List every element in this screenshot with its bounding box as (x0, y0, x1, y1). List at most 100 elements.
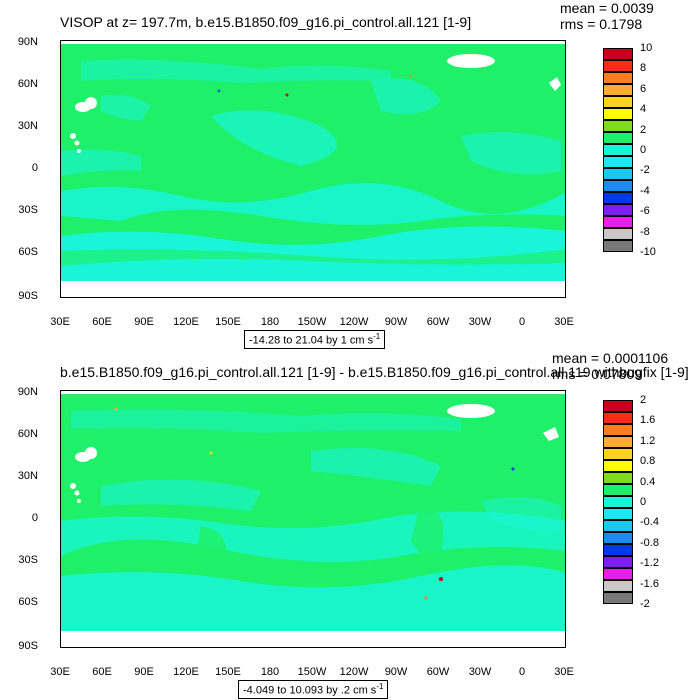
lat-label: 30N (17, 120, 38, 132)
colorbar-label: 6 (640, 82, 647, 95)
bottom-map-panel: b.e15.B1850.f09_g16.pi_control.all.121 [… (0, 350, 700, 700)
colorbar-label: 0 (640, 144, 647, 156)
colorbar-swatch (603, 424, 633, 436)
lon-label: 120E (173, 316, 199, 328)
top-range-label: -14.28 to 21.04 by 1 cm s-1 (244, 330, 386, 349)
lat-label: 60N (17, 78, 38, 90)
colorbar-swatch (603, 472, 633, 484)
colorbar-label: 2 (640, 123, 647, 136)
lon-label: 90W (384, 316, 408, 328)
lon-label: 60W (426, 666, 450, 678)
lat-label: 60S (18, 596, 38, 608)
colorbar-label: -1.6 (640, 577, 659, 590)
lon-label: 180 (260, 666, 280, 678)
lon-label: 0 (518, 316, 526, 328)
range-unit-exponent: -1 (376, 682, 384, 691)
colorbar-swatch (603, 556, 633, 568)
lon-label: 150E (215, 316, 241, 328)
colorbar-label: 0.8 (640, 455, 656, 468)
colorbar-swatch (603, 216, 633, 228)
colorbar-swatch (603, 132, 633, 144)
lon-label: 30W (468, 666, 492, 678)
lon-label: 90E (134, 316, 154, 328)
colorbar-label: -0.4 (640, 516, 659, 529)
lon-label: 30E (50, 666, 70, 678)
colorbar-swatch (603, 592, 633, 604)
colorbar-swatch (603, 520, 633, 532)
top-map-field (61, 41, 565, 297)
colorbar-swatch (603, 204, 633, 216)
lon-label: 180 (260, 316, 280, 328)
colorbar-swatch (603, 48, 633, 60)
top-rms-stat: rms = 0.1798 (560, 16, 643, 32)
lat-label: 60S (18, 246, 38, 258)
lon-label: 90E (134, 666, 154, 678)
colorbar-label: -1.2 (640, 557, 659, 570)
colorbar-swatch (603, 532, 633, 544)
range-unit-exponent: -1 (373, 332, 381, 341)
lat-label: 90N (17, 386, 38, 398)
colorbar-swatch (603, 180, 633, 192)
colorbar-swatch (603, 508, 633, 520)
colorbar-label: 4 (640, 103, 647, 116)
colorbar-swatch (603, 496, 633, 508)
colorbar-swatch (603, 60, 633, 72)
top-mean-stat: mean = 0.0039 (560, 0, 654, 16)
top-map-panel: VISOP at z= 197.7m, b.e15.B1850.f09_g16.… (17, 0, 656, 349)
colorbar-label: 10 (640, 42, 653, 54)
colorbar-swatch (603, 400, 633, 412)
bottom-map-title: b.e15.B1850.f09_g16.pi_control.all.121 [… (60, 364, 689, 380)
lat-label: 0 (31, 512, 38, 524)
lon-label: 30E (554, 316, 574, 328)
colorbar-label: 0 (640, 496, 647, 508)
bottom-map-plot (60, 390, 566, 648)
lat-label: 30S (18, 204, 38, 216)
colorbar-swatch (603, 108, 633, 120)
lon-label: 0 (518, 666, 526, 678)
range-text: -14.28 to 21.04 by 1 cm s (249, 334, 374, 347)
lat-label: 90S (18, 640, 38, 652)
colorbar-label: 8 (640, 62, 647, 75)
lon-label: 30E (50, 316, 70, 328)
lon-label: 60E (92, 666, 112, 678)
colorbar-swatch (603, 412, 633, 424)
lon-label: 90W (384, 666, 408, 678)
colorbar-label: 1.6 (640, 414, 656, 427)
lon-label: 150W (297, 666, 327, 678)
colorbar-label: -2 (640, 598, 650, 610)
lon-label: 30W (468, 316, 492, 328)
lon-label: 60W (426, 316, 450, 328)
colorbar-label: 2 (640, 394, 647, 406)
lat-label: 30S (18, 554, 38, 566)
top-map-title: VISOP at z= 197.7m, b.e15.B1850.f09_g16.… (60, 14, 472, 30)
top-map-plot (60, 40, 566, 298)
lat-label: 90N (17, 36, 38, 48)
colorbar-swatch (603, 484, 633, 496)
colorbar-swatch (603, 460, 633, 472)
colorbar-swatch (603, 436, 633, 448)
bottom-range-label: -4.049 to 10.093 by .2 cm s-1 (238, 680, 389, 699)
lon-label: 120E (173, 666, 199, 678)
bottom-mean-stat: mean = 0.0001106 (552, 350, 669, 366)
colorbar-swatch (603, 120, 633, 132)
colorbar-swatch (603, 156, 633, 168)
lon-label: 120W (339, 666, 369, 678)
lat-label: 60N (17, 428, 38, 440)
colorbar-swatch (603, 84, 633, 96)
colorbar-label: 1.2 (640, 434, 656, 447)
colorbar-swatch (603, 96, 633, 108)
bottom-map-field (61, 391, 565, 647)
colorbar-swatch (603, 72, 633, 84)
lon-label: 30E (554, 666, 574, 678)
colorbar-label: -8 (640, 225, 650, 238)
lat-label: 90S (18, 290, 38, 302)
lon-label: 150W (297, 316, 327, 328)
colorbar-swatch (603, 580, 633, 592)
colorbar-label: 0.4 (640, 475, 656, 488)
lon-label: 150E (215, 666, 241, 678)
colorbar-label: -2 (640, 164, 650, 177)
lon-label: 120W (339, 316, 369, 328)
colorbar-swatch (603, 192, 633, 204)
colorbar-label: -0.8 (640, 536, 659, 549)
colorbar-swatch (603, 568, 633, 580)
